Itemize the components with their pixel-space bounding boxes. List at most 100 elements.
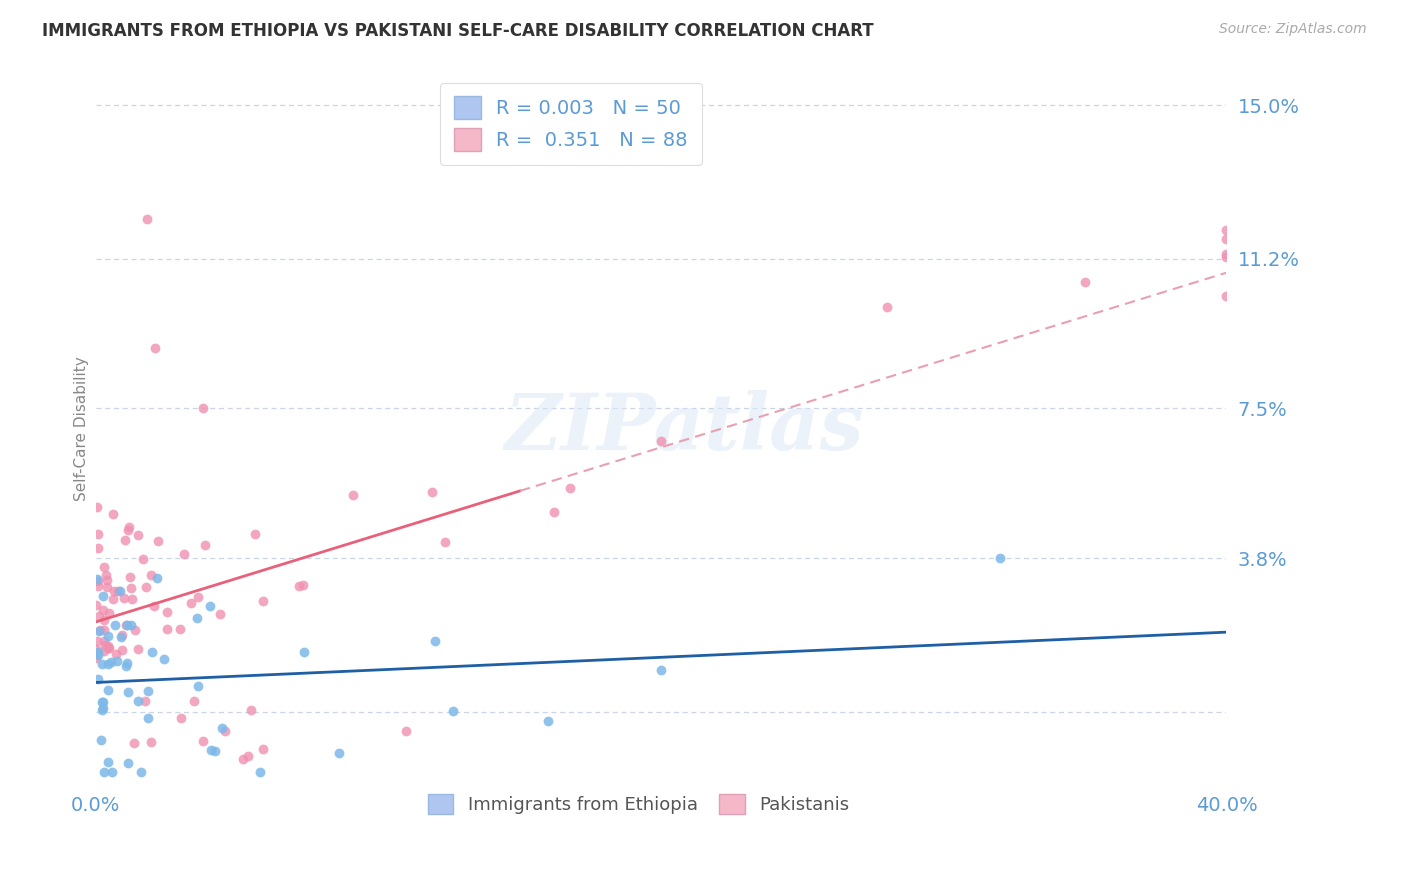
Point: [155, 606, 177, 620]
Point: [650, 434, 672, 449]
Point: [120, 581, 142, 595]
Point: [141, 645, 163, 659]
Point: [537, 714, 560, 728]
Point: [117, 756, 139, 771]
Point: [105, 654, 128, 668]
Point: [93, 644, 115, 658]
Point: [200, 599, 222, 613]
Point: [169, 622, 191, 636]
Point: [124, 736, 146, 750]
Y-axis label: Self-Care Disability: Self-Care Disability: [75, 356, 89, 501]
Point: [121, 592, 143, 607]
Point: [107, 584, 129, 599]
Point: [127, 641, 149, 656]
Point: [211, 721, 233, 735]
Point: [84, 650, 107, 665]
Point: [209, 607, 232, 621]
Point: [214, 723, 236, 738]
Point: [111, 642, 134, 657]
Point: [97, 639, 120, 653]
Point: [100, 655, 122, 669]
Point: [143, 341, 166, 355]
Point: [111, 628, 134, 642]
Point: [98, 606, 121, 620]
Point: [105, 647, 128, 661]
Point: [194, 538, 217, 552]
Point: [87, 673, 110, 687]
Point: [132, 552, 155, 566]
Point: [136, 683, 159, 698]
Point: [118, 520, 141, 534]
Point: [93, 623, 115, 637]
Point: [87, 648, 110, 662]
Point: [87, 574, 110, 588]
Point: [423, 634, 446, 648]
Point: [90, 657, 112, 671]
Point: [291, 578, 314, 592]
Point: [139, 567, 162, 582]
Point: [193, 401, 215, 416]
Point: [84, 641, 107, 656]
Point: [145, 571, 167, 585]
Point: [328, 746, 350, 760]
Point: [91, 590, 114, 604]
Point: [420, 485, 443, 500]
Point: [135, 580, 157, 594]
Point: [91, 603, 114, 617]
Point: [115, 617, 138, 632]
Point: [120, 617, 142, 632]
Point: [1215, 250, 1237, 264]
Point: [153, 651, 176, 665]
Point: [90, 695, 112, 709]
Point: [232, 752, 254, 766]
Point: [118, 570, 141, 584]
Point: [141, 735, 163, 749]
Point: [86, 572, 108, 586]
Point: [187, 678, 209, 692]
Point: [249, 765, 271, 780]
Point: [186, 610, 208, 624]
Point: [395, 724, 418, 739]
Point: [94, 638, 117, 652]
Legend: Immigrants from Ethiopia, Pakistanis: Immigrants from Ethiopia, Pakistanis: [418, 782, 860, 825]
Point: [93, 560, 115, 574]
Point: [86, 579, 108, 593]
Point: [97, 755, 120, 769]
Point: [86, 633, 108, 648]
Point: [93, 633, 115, 648]
Point: [135, 211, 157, 226]
Point: [91, 703, 114, 717]
Point: [1215, 223, 1237, 237]
Point: [156, 622, 179, 636]
Point: [93, 695, 115, 709]
Point: [112, 591, 135, 605]
Point: [543, 505, 565, 519]
Point: [115, 618, 138, 632]
Text: ZIPatlas: ZIPatlas: [505, 391, 863, 467]
Point: [441, 704, 464, 718]
Point: [115, 657, 138, 671]
Point: [124, 623, 146, 637]
Point: [101, 765, 124, 780]
Point: [183, 693, 205, 707]
Point: [117, 523, 139, 537]
Point: [876, 300, 898, 314]
Point: [127, 694, 149, 708]
Point: [89, 624, 111, 639]
Point: [97, 682, 120, 697]
Point: [103, 583, 125, 598]
Point: [292, 645, 315, 659]
Point: [287, 578, 309, 592]
Point: [110, 630, 132, 644]
Point: [87, 608, 110, 623]
Text: IMMIGRANTS FROM ETHIOPIA VS PAKISTANI SELF-CARE DISABILITY CORRELATION CHART: IMMIGRANTS FROM ETHIOPIA VS PAKISTANI SE…: [42, 22, 873, 40]
Text: Source: ZipAtlas.com: Source: ZipAtlas.com: [1219, 22, 1367, 37]
Point: [433, 534, 456, 549]
Point: [104, 618, 127, 632]
Point: [94, 568, 117, 582]
Point: [97, 628, 120, 642]
Point: [342, 488, 364, 502]
Point: [180, 597, 202, 611]
Point: [129, 765, 152, 780]
Point: [191, 734, 214, 748]
